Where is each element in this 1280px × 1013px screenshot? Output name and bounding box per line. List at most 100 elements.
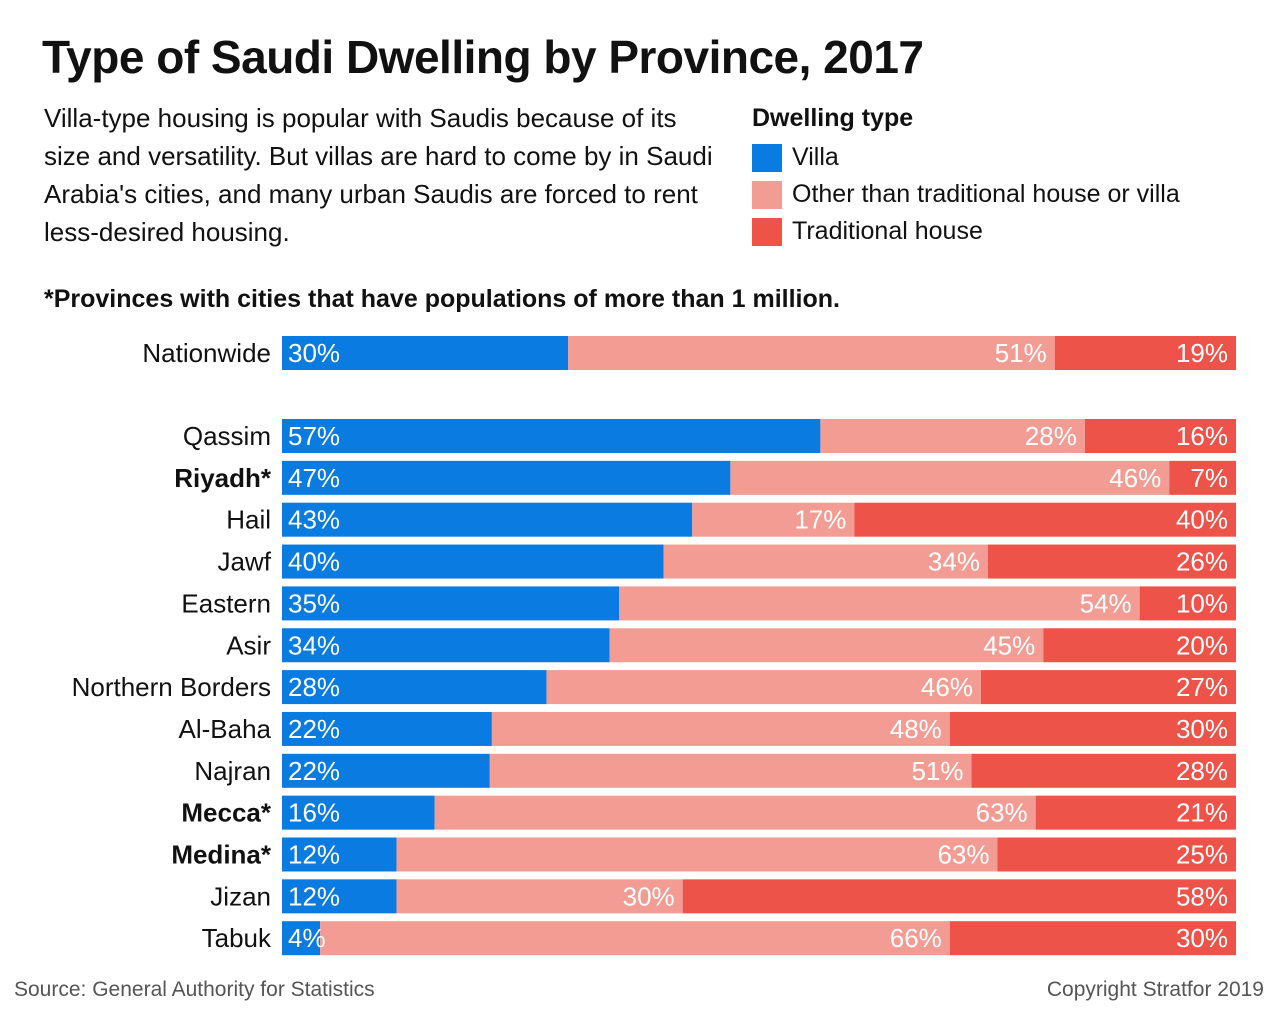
- data-label-tabuk-villa: 4%: [288, 923, 326, 953]
- data-label-al-baha-villa: 22%: [288, 714, 340, 744]
- data-label-northern-borders-villa: 28%: [288, 672, 340, 702]
- bar-segment-hail-villa: [282, 502, 693, 537]
- legend-swatch-villa: [752, 143, 782, 172]
- bar-segment-nationwide-traditional-house: [1054, 336, 1236, 370]
- legend-title: Dwelling type: [752, 104, 914, 132]
- data-label-qassim-villa: 57%: [288, 421, 340, 451]
- category-label-jizan: Jizan: [210, 881, 271, 911]
- bar-segment-jizan-traditional-house: [682, 879, 1236, 914]
- bar-segment-qassim-traditional-house: [1084, 419, 1236, 453]
- bar-segment-al-baha-traditional-house: [949, 711, 1236, 746]
- data-label-al-baha-other-than-traditional-house-or-villa: 48%: [890, 714, 942, 744]
- data-label-riyadh-other-than-traditional-house-or-villa: 46%: [1109, 463, 1161, 493]
- bar-row-najran: Najran 22% 51% 28%: [194, 753, 1236, 788]
- legend-item-other: Other than traditional house or villa: [752, 176, 1180, 213]
- bar-segment-jizan-villa: [282, 879, 397, 914]
- data-label-riyadh-villa: 47%: [288, 463, 340, 493]
- bar-segment-medina-traditional-house: [997, 837, 1236, 872]
- bar-segment-riyadh-villa: [282, 460, 731, 495]
- data-label-jizan-other-than-traditional-house-or-villa: 30%: [623, 881, 675, 911]
- footnote-provinces: *Provinces with cities that have populat…: [44, 285, 840, 313]
- data-label-jawf-villa: 40%: [288, 547, 340, 577]
- bar-segment-nationwide-villa: [282, 336, 569, 370]
- category-label-nationwide: Nationwide: [142, 338, 271, 368]
- legend-item-traditional: Traditional house: [752, 213, 1180, 250]
- data-label-najran-other-than-traditional-house-or-villa: 51%: [911, 756, 963, 786]
- legend-swatch-traditional: [752, 217, 782, 246]
- copyright-note: Copyright Stratfor 2019: [1046, 978, 1264, 1001]
- bar-segment-medina-villa: [282, 837, 397, 872]
- bar-segment-eastern-traditional-house: [1139, 586, 1236, 621]
- data-label-asir-villa: 34%: [288, 630, 340, 660]
- category-label-eastern: Eastern: [181, 588, 271, 618]
- bar-segment-hail-other-than-traditional-house-or-villa: [692, 502, 855, 537]
- bar-segment-eastern-villa: [282, 586, 620, 621]
- data-label-hail-traditional-house: 40%: [1176, 505, 1228, 535]
- chart-title: Type of Saudi Dwelling by Province, 2017: [42, 31, 924, 83]
- bar-row-jizan: Jizan 12% 30% 58%: [210, 879, 1236, 914]
- bar-row-northern-borders: Northern Borders 28% 46% 27%: [72, 670, 1236, 705]
- category-label-riyadh: Riyadh*: [174, 463, 272, 493]
- bar-segment-al-baha-other-than-traditional-house-or-villa: [491, 711, 950, 746]
- bar-segment-mecca-villa: [282, 795, 435, 830]
- category-label-tabuk: Tabuk: [202, 923, 272, 953]
- bar-segment-medina-other-than-traditional-house-or-villa: [396, 837, 998, 872]
- data-label-najran-traditional-house: 28%: [1176, 756, 1228, 786]
- bar-segment-jawf-other-than-traditional-house-or-villa: [663, 544, 988, 579]
- bar-row-tabuk: Tabuk 4% 66% 30%: [202, 921, 1236, 956]
- legend: Dwelling type Villa Other than tradition…: [752, 104, 1180, 250]
- legend-label-villa: Villa: [792, 143, 839, 171]
- category-label-qassim: Qassim: [183, 421, 271, 451]
- data-label-medina-villa: 12%: [288, 840, 340, 870]
- bar-segment-riyadh-traditional-house: [1169, 460, 1236, 495]
- bar-segment-najran-other-than-traditional-house-or-villa: [489, 753, 972, 788]
- bar-segment-tabuk-other-than-traditional-house-or-villa: [320, 921, 950, 956]
- bar-row-mecca: Mecca* 16% 63% 21%: [181, 795, 1236, 830]
- category-label-jawf: Jawf: [218, 547, 272, 577]
- data-label-tabuk-traditional-house: 30%: [1176, 923, 1228, 953]
- legend-item-villa: Villa: [752, 139, 1180, 176]
- data-label-jawf-traditional-house: 26%: [1176, 547, 1228, 577]
- bar-segment-qassim-other-than-traditional-house-or-villa: [820, 419, 1085, 453]
- data-label-medina-traditional-house: 25%: [1176, 840, 1228, 870]
- data-label-al-baha-traditional-house: 30%: [1176, 714, 1228, 744]
- category-label-asir: Asir: [226, 630, 271, 660]
- bar-row-riyadh: Riyadh* 47% 46% 7%: [174, 460, 1236, 495]
- data-label-hail-other-than-traditional-house-or-villa: 17%: [794, 505, 846, 535]
- bar-segment-northern-borders-other-than-traditional-house-or-villa: [546, 670, 981, 705]
- data-label-tabuk-other-than-traditional-house-or-villa: 66%: [890, 923, 942, 953]
- data-label-mecca-other-than-traditional-house-or-villa: 63%: [976, 798, 1028, 828]
- bar-row-hail: Hail 43% 17% 40%: [226, 502, 1236, 537]
- bar-row-jawf: Jawf 40% 34% 26%: [218, 544, 1236, 579]
- data-label-northern-borders-traditional-house: 27%: [1176, 672, 1228, 702]
- source-note: Source: General Authority for Statistics: [14, 978, 375, 1001]
- bar-row-eastern: Eastern 35% 54% 10%: [181, 586, 1236, 621]
- bar-segment-tabuk-traditional-house: [949, 921, 1236, 956]
- bar-segment-najran-traditional-house: [971, 753, 1236, 788]
- bar-segment-najran-villa: [282, 753, 490, 788]
- data-label-nationwide-other-than-traditional-house-or-villa: 51%: [995, 338, 1047, 368]
- bar-segment-hail-traditional-house: [854, 502, 1236, 537]
- data-label-jawf-other-than-traditional-house-or-villa: 34%: [928, 547, 980, 577]
- chart-subtitle: Villa-type housing is popular with Saudi…: [44, 103, 713, 247]
- legend-swatch-other: [752, 180, 782, 209]
- bar-segment-asir-traditional-house: [1043, 628, 1236, 663]
- data-label-asir-traditional-house: 20%: [1176, 630, 1228, 660]
- bar-segment-qassim-villa: [282, 419, 821, 453]
- data-label-eastern-other-than-traditional-house-or-villa: 54%: [1080, 588, 1132, 618]
- data-label-qassim-traditional-house: 16%: [1176, 421, 1228, 451]
- data-label-jizan-traditional-house: 58%: [1176, 881, 1228, 911]
- bar-segment-jizan-other-than-traditional-house-or-villa: [396, 879, 683, 914]
- data-label-riyadh-traditional-house: 7%: [1190, 463, 1228, 493]
- data-label-eastern-villa: 35%: [288, 588, 340, 618]
- bar-row-asir: Asir 34% 45% 20%: [226, 628, 1236, 663]
- category-label-hail: Hail: [226, 505, 271, 535]
- bar-row-nationwide: Nationwide 30% 51% 19%: [142, 336, 1236, 370]
- bar-segment-asir-villa: [282, 628, 610, 663]
- data-label-jizan-villa: 12%: [288, 881, 340, 911]
- bar-segment-riyadh-other-than-traditional-house-or-villa: [730, 460, 1170, 495]
- data-label-mecca-villa: 16%: [288, 798, 340, 828]
- data-label-qassim-other-than-traditional-house-or-villa: 28%: [1025, 421, 1077, 451]
- data-label-northern-borders-other-than-traditional-house-or-villa: 46%: [921, 672, 973, 702]
- chart-svg: Nationwide 30% 51% 19% Qassim 57% 28% 16% Riyadh…: [72, 336, 1236, 956]
